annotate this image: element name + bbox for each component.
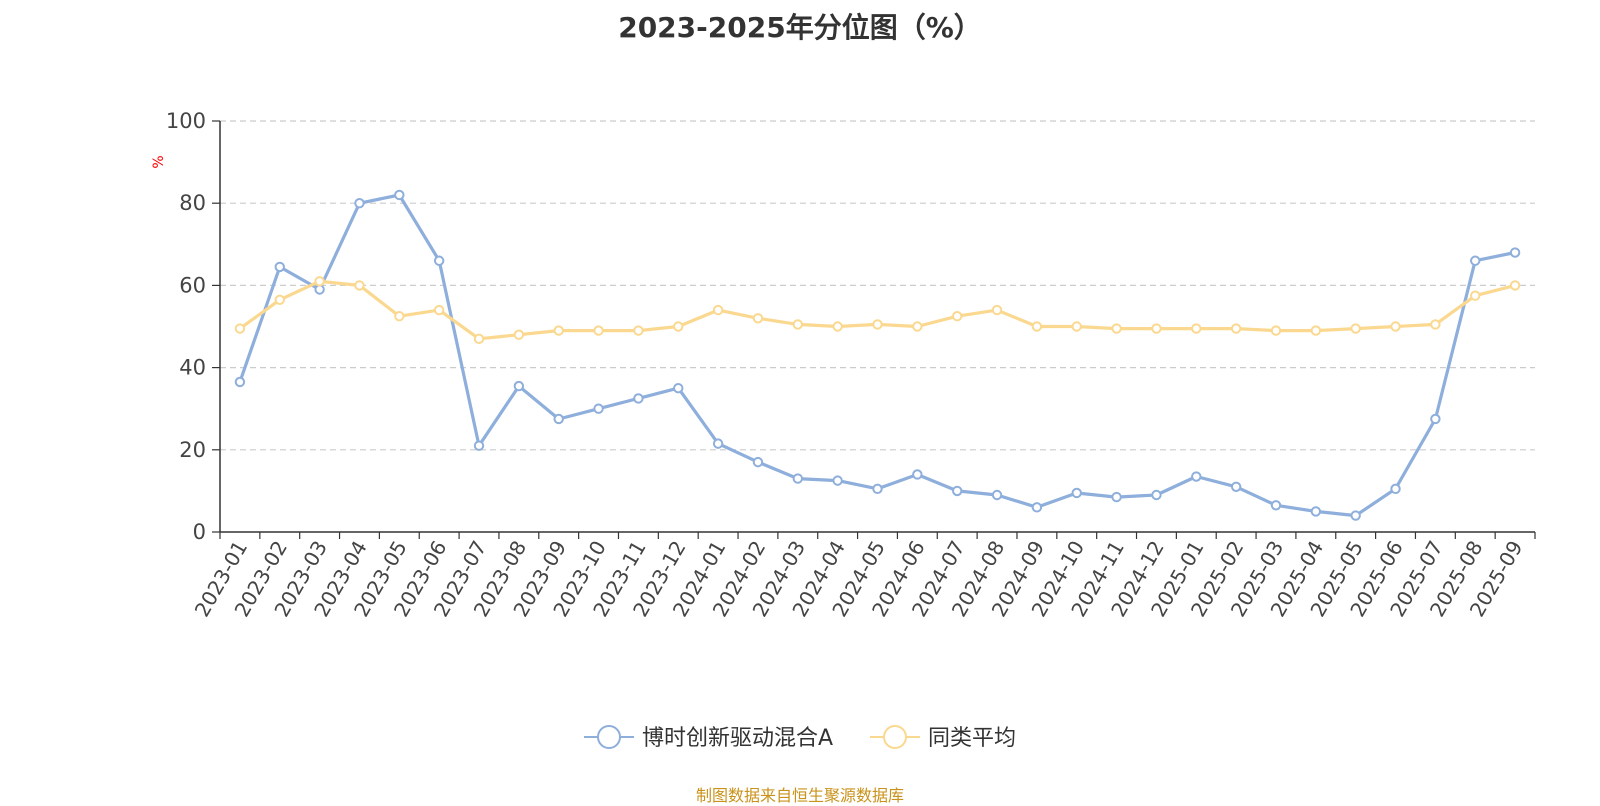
series-2 bbox=[234, 276, 1521, 345]
data-point bbox=[553, 413, 564, 425]
data-point bbox=[473, 333, 485, 345]
data-point bbox=[712, 304, 724, 316]
legend-marker bbox=[597, 725, 621, 749]
axes: 0204060801002023-012023-022023-032023-04… bbox=[166, 109, 1536, 621]
data-point bbox=[433, 255, 445, 266]
data-point bbox=[513, 329, 525, 340]
data-point bbox=[1230, 481, 1242, 492]
data-point bbox=[872, 483, 883, 495]
chart-title: 2023-2025年分位图（%） bbox=[618, 11, 982, 44]
data-point bbox=[1031, 502, 1043, 513]
data-point bbox=[1111, 323, 1122, 334]
data-point bbox=[513, 380, 525, 392]
data-point bbox=[633, 393, 644, 404]
data-point bbox=[234, 323, 246, 334]
y-tick-label: 0 bbox=[193, 520, 206, 544]
data-point bbox=[354, 198, 365, 209]
data-point bbox=[712, 438, 724, 449]
y-tick-label: 40 bbox=[179, 356, 206, 380]
data-point bbox=[1350, 510, 1361, 521]
data-point bbox=[1111, 491, 1122, 503]
series-lines bbox=[234, 189, 1521, 521]
data-point bbox=[951, 311, 963, 322]
y-tick-label: 80 bbox=[179, 191, 206, 215]
series-line bbox=[238, 193, 1516, 518]
data-point bbox=[1071, 321, 1082, 332]
data-point bbox=[354, 280, 365, 291]
data-point bbox=[1191, 471, 1202, 482]
data-point bbox=[1350, 323, 1361, 334]
data-point bbox=[832, 321, 843, 332]
data-point bbox=[633, 325, 644, 336]
data-point bbox=[1230, 323, 1242, 334]
data-point bbox=[1071, 487, 1082, 499]
data-point bbox=[991, 304, 1003, 316]
data-point bbox=[673, 382, 684, 394]
data-point bbox=[593, 403, 604, 414]
data-point bbox=[832, 475, 843, 486]
data-point bbox=[752, 313, 764, 324]
data-point bbox=[473, 440, 485, 451]
data-point bbox=[752, 456, 764, 468]
data-point bbox=[1470, 255, 1481, 266]
y-tick-label: 100 bbox=[166, 109, 206, 133]
data-point bbox=[1390, 321, 1401, 332]
data-point bbox=[394, 189, 405, 201]
series-1 bbox=[234, 189, 1521, 521]
data-point bbox=[1430, 413, 1441, 425]
data-point bbox=[1509, 247, 1521, 258]
data-point bbox=[274, 261, 285, 273]
data-point bbox=[872, 319, 883, 330]
data-point bbox=[1151, 489, 1162, 501]
series-line bbox=[238, 279, 1516, 341]
data-point bbox=[1191, 323, 1202, 334]
data-point bbox=[1270, 500, 1282, 511]
data-source-note: 制图数据来自恒生聚源数据库 bbox=[695, 786, 904, 805]
data-point bbox=[1430, 319, 1441, 330]
legend-item-1[interactable]: 博时创新驱动混合A bbox=[584, 725, 833, 751]
y-tick-label: 20 bbox=[179, 438, 206, 462]
data-point bbox=[991, 489, 1003, 501]
data-point bbox=[553, 325, 564, 336]
data-point bbox=[234, 376, 246, 388]
data-point bbox=[1031, 321, 1043, 332]
data-point bbox=[1470, 290, 1481, 301]
data-point bbox=[792, 473, 804, 484]
data-point bbox=[792, 319, 804, 330]
data-point bbox=[951, 485, 963, 497]
grid-lines bbox=[220, 120, 1535, 451]
data-point bbox=[433, 304, 445, 316]
y-tick-label: 60 bbox=[179, 273, 206, 297]
legend-label: 同类平均 bbox=[928, 726, 1016, 751]
data-point bbox=[593, 325, 604, 336]
data-point bbox=[314, 276, 325, 287]
data-point bbox=[1270, 325, 1282, 336]
legend-label: 博时创新驱动混合A bbox=[642, 726, 833, 751]
data-point bbox=[314, 284, 325, 295]
data-point bbox=[274, 294, 285, 305]
y-axis-label: % bbox=[151, 155, 167, 168]
data-point bbox=[1151, 323, 1162, 334]
legend-item-2[interactable]: 同类平均 bbox=[870, 725, 1016, 751]
data-point bbox=[1390, 483, 1401, 495]
legend[interactable]: 博时创新驱动混合A 同类平均 bbox=[584, 725, 1016, 751]
data-point bbox=[1310, 325, 1322, 336]
data-point bbox=[673, 321, 684, 332]
data-point bbox=[1310, 506, 1322, 517]
data-point bbox=[1509, 280, 1521, 291]
data-point bbox=[912, 469, 923, 480]
data-point bbox=[394, 311, 405, 322]
legend-marker bbox=[883, 725, 907, 749]
data-point bbox=[912, 321, 923, 332]
